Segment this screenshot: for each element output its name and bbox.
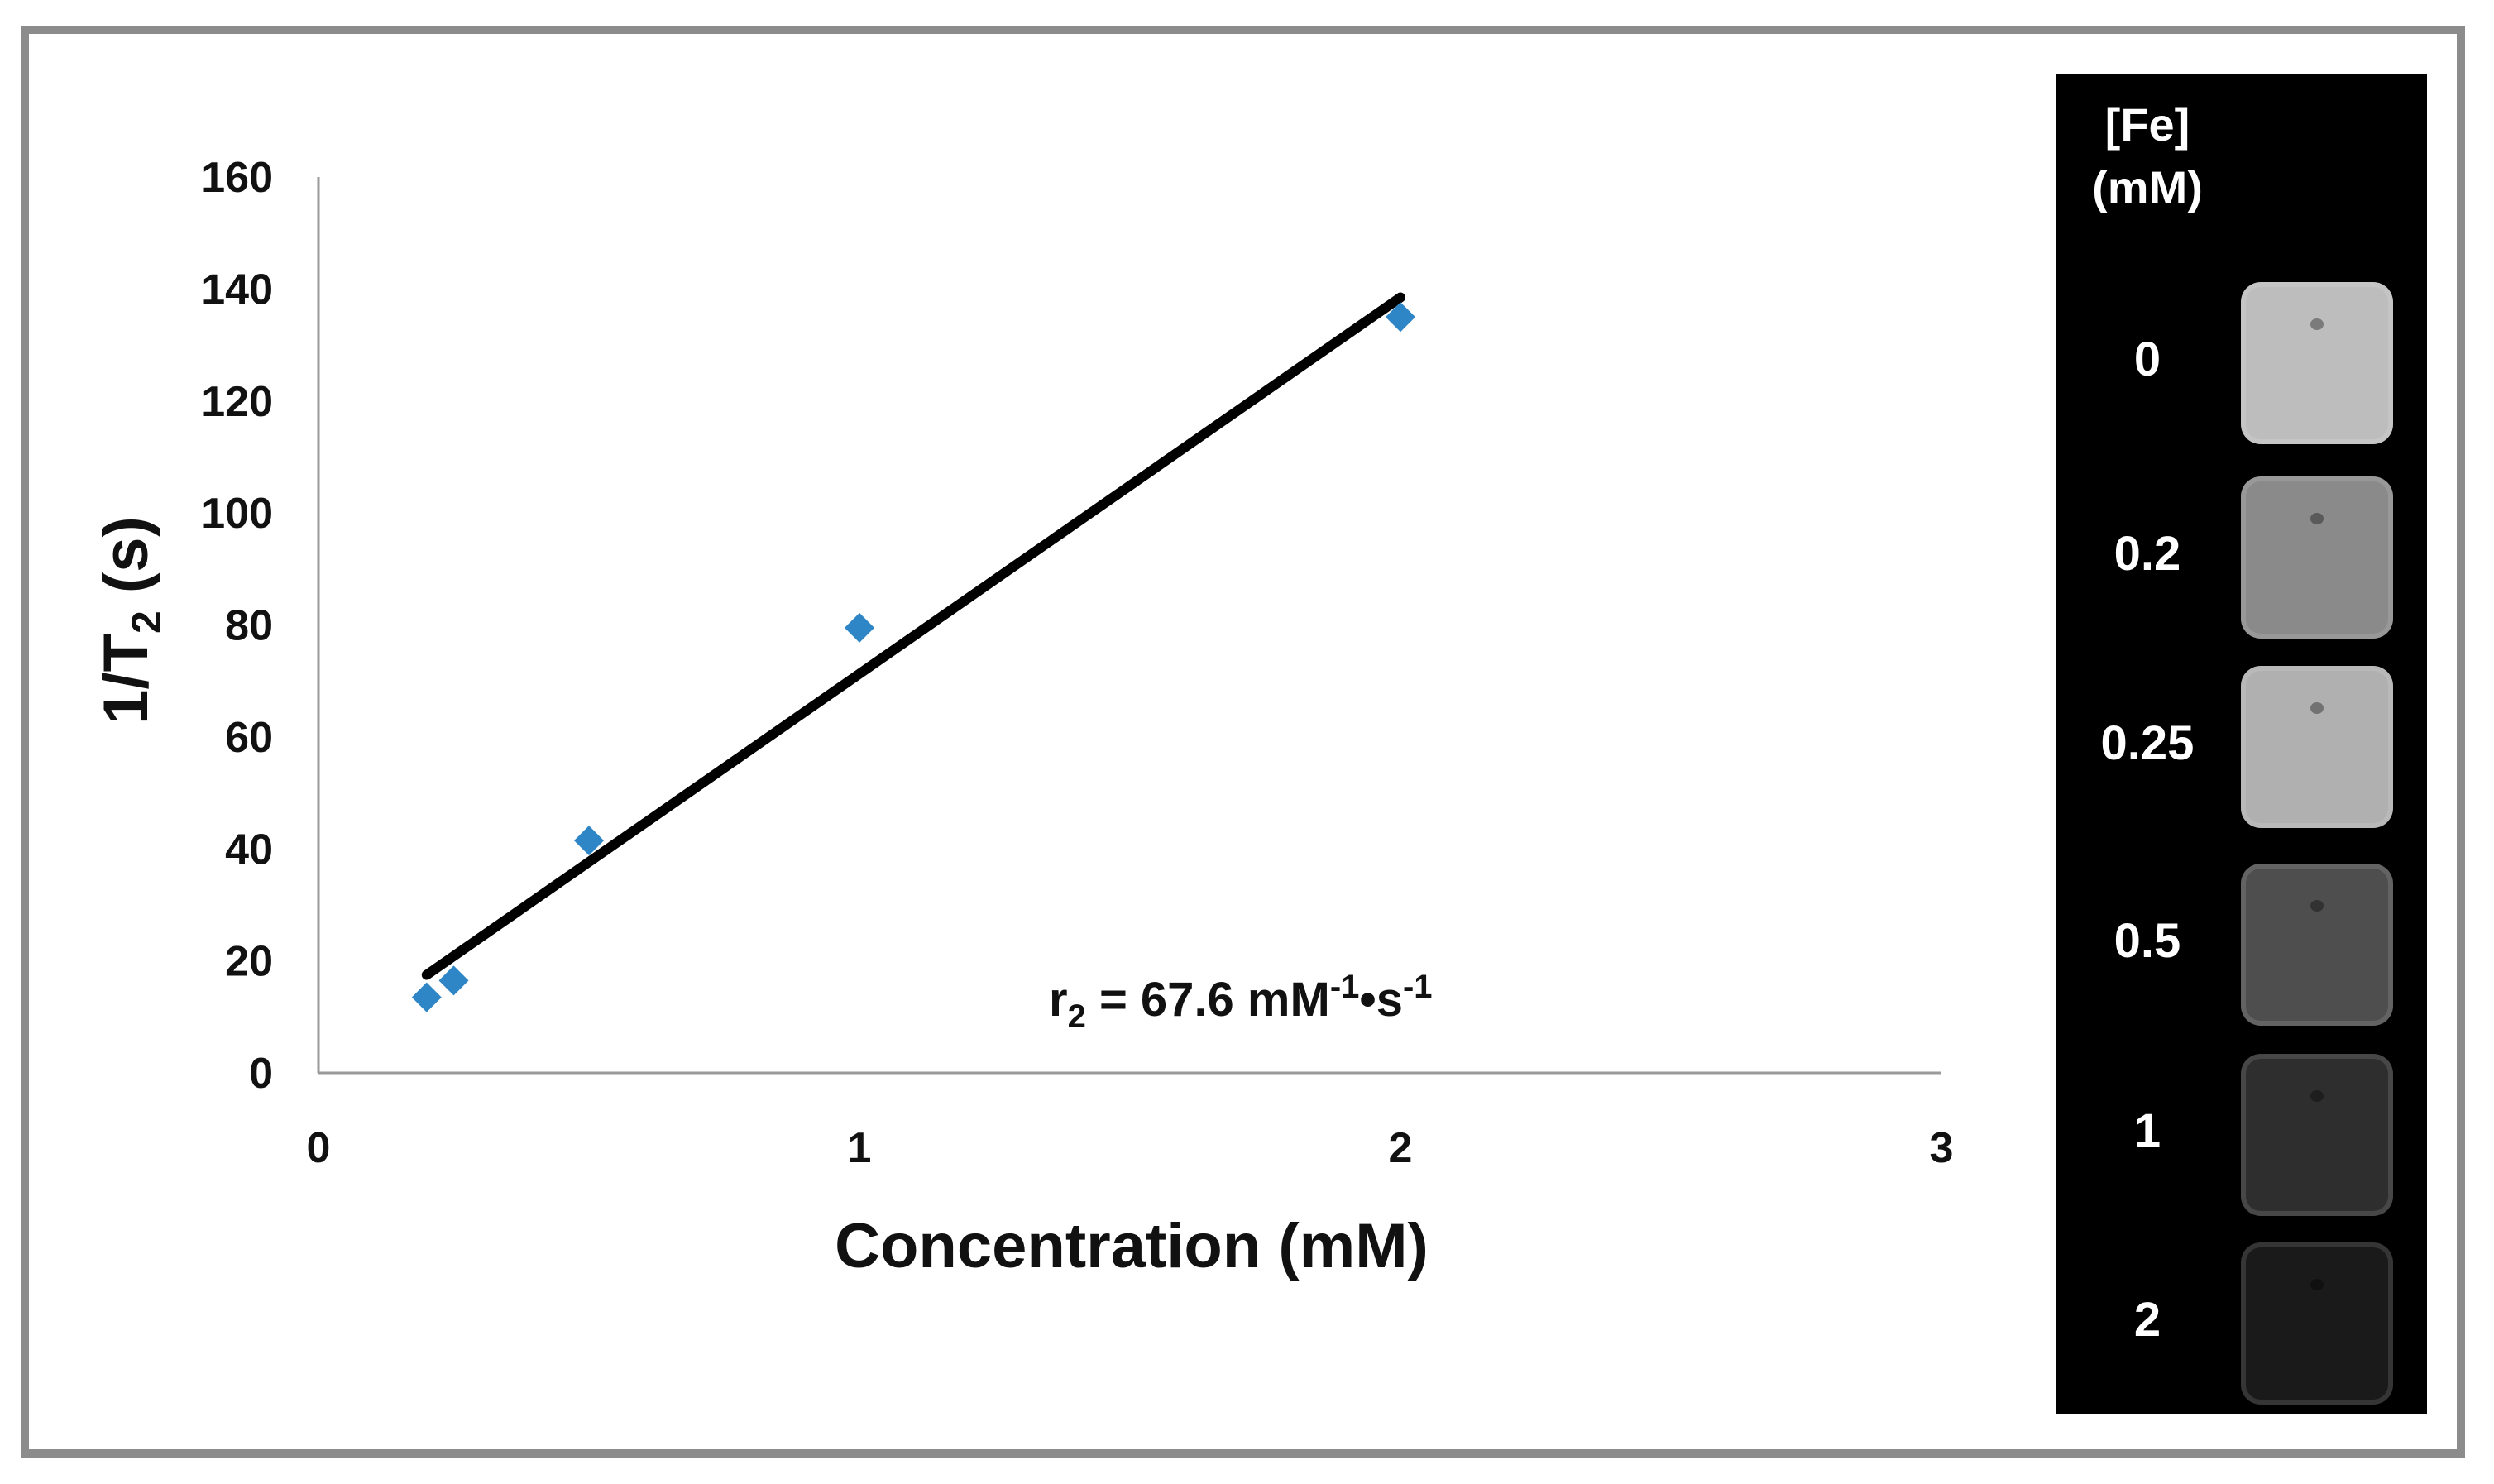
phantom-sample-image [2241, 1054, 2393, 1216]
phantom-sample-image [2241, 282, 2393, 444]
relaxivity-annotation: r2 = 67.6 mM-1•s-1 [1049, 969, 1433, 1035]
annotation-value: = 67.6 mM [1086, 973, 1330, 1027]
y-axis-label-main: 1/T [91, 634, 161, 725]
annotation-r-subscript: 2 [1068, 998, 1086, 1035]
x-tick-label: 3 [1930, 1124, 1954, 1172]
y-tick-label: 80 [225, 602, 273, 650]
sample-artifact-dot [2310, 900, 2324, 912]
annotation-per-second: •s [1359, 973, 1403, 1027]
y-tick-label: 60 [225, 714, 273, 762]
fit-line [421, 292, 1405, 980]
y-axis-label-unit: (s) [91, 516, 161, 610]
panel-title-fe: [Fe] [2104, 98, 2190, 151]
x-tick-label: 0 [307, 1124, 331, 1172]
sample-concentration-label: 0.5 [2113, 914, 2181, 968]
sample-concentration-label: 1 [2133, 1104, 2161, 1158]
sample-artifact-dot [2310, 702, 2324, 714]
sample-concentration-label: 0.2 [2113, 527, 2181, 581]
axes [317, 177, 1941, 1075]
x-axis-label: Concentration (mM) [835, 1211, 1429, 1281]
sample-artifact-dot [2310, 513, 2324, 524]
data-point [845, 612, 874, 643]
y-tick-label: 100 [201, 490, 273, 538]
mri-phantom-panel: [Fe] (mM) 0 0.2 0.25 0.5 1 2 [2056, 74, 2427, 1414]
data-point [438, 965, 469, 996]
data-point [411, 982, 442, 1012]
x-tick-label: 1 [848, 1124, 872, 1172]
x-tick-labels: 0 1 2 3 [307, 1124, 1954, 1172]
y-tick-label: 20 [225, 938, 273, 986]
x-tick-label: 2 [1389, 1124, 1413, 1172]
annotation-superscript-1: -1 [1330, 969, 1360, 1005]
y-tick-labels: 0 20 40 60 80 100 120 140 160 [201, 154, 273, 1098]
annotation-r: r [1049, 973, 1068, 1027]
sample-artifact-dot [2310, 318, 2324, 330]
sample-artifact-dot [2310, 1279, 2324, 1290]
sample-concentration-label: 2 [2133, 1293, 2161, 1347]
panel-title-unit: (mM) [2092, 161, 2203, 213]
data-points [411, 302, 1415, 1012]
y-axis-label: 1/T2 (s) [91, 516, 170, 725]
phantom-sample-image [2241, 1242, 2393, 1405]
fit-line-group [421, 292, 1405, 980]
sample-concentration-label: 0 [2133, 333, 2161, 386]
sample-concentration-label: 0.25 [2100, 716, 2195, 770]
phantom-sample-image [2241, 476, 2393, 639]
y-tick-label: 140 [201, 266, 273, 314]
y-tick-label: 160 [201, 154, 273, 202]
sample-artifact-dot [2310, 1090, 2324, 1102]
data-point [574, 826, 604, 856]
y-axis-label-subscript: 2 [123, 610, 170, 634]
phantom-sample-image [2241, 864, 2393, 1026]
phantom-sample-image [2241, 666, 2393, 828]
annotation-superscript-2: -1 [1403, 969, 1433, 1005]
y-tick-label: 40 [225, 826, 273, 874]
y-tick-label: 120 [201, 378, 273, 426]
data-point [1386, 302, 1415, 333]
y-tick-label: 0 [249, 1050, 273, 1098]
